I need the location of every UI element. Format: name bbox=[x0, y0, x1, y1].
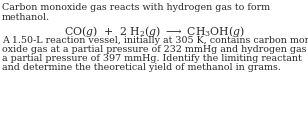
Text: methanol.: methanol. bbox=[2, 13, 50, 22]
Text: and determine the theoretical yield of methanol in grams.: and determine the theoretical yield of m… bbox=[2, 62, 281, 71]
Text: a partial pressure of 397 mmHg. Identify the limiting reactant: a partial pressure of 397 mmHg. Identify… bbox=[2, 54, 302, 62]
Text: Carbon monoxide gas reacts with hydrogen gas to form: Carbon monoxide gas reacts with hydrogen… bbox=[2, 3, 270, 12]
Text: CO($g$)  +  2 H$_2$($g$) $\longrightarrow$ CH$_3$OH($g$): CO($g$) + 2 H$_2$($g$) $\longrightarrow$… bbox=[63, 24, 245, 39]
Text: A 1.50-L reaction vessel, initially at 305 K, contains carbon mon-: A 1.50-L reaction vessel, initially at 3… bbox=[2, 36, 308, 45]
Text: oxide gas at a partial pressure of 232 mmHg and hydrogen gas at: oxide gas at a partial pressure of 232 m… bbox=[2, 45, 308, 54]
